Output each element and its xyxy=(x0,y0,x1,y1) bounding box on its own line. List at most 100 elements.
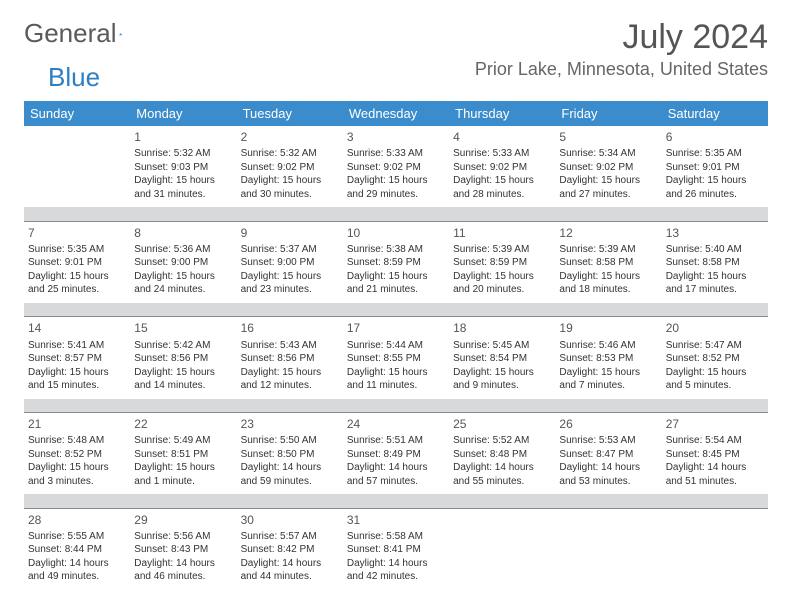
day-info-line: and 44 minutes. xyxy=(241,570,339,584)
day-number: 6 xyxy=(666,129,764,145)
day-info-line: Daylight: 15 hours xyxy=(241,366,339,380)
day-info-line: and 29 minutes. xyxy=(347,188,445,202)
day-number: 28 xyxy=(28,512,126,528)
day-cell: 13Sunrise: 5:40 AMSunset: 8:58 PMDayligh… xyxy=(662,221,768,303)
day-info-line: Sunrise: 5:44 AM xyxy=(347,339,445,353)
day-number: 1 xyxy=(134,129,232,145)
week-separator xyxy=(24,303,768,317)
day-info-line: Daylight: 15 hours xyxy=(559,270,657,284)
day-number: 15 xyxy=(134,320,232,336)
day-info-line: Sunrise: 5:35 AM xyxy=(666,147,764,161)
day-number: 26 xyxy=(559,416,657,432)
day-info-line: Sunset: 9:02 PM xyxy=(241,161,339,175)
day-info-line: Sunrise: 5:49 AM xyxy=(134,434,232,448)
day-info-line: and 49 minutes. xyxy=(28,570,126,584)
col-monday: Monday xyxy=(130,101,236,126)
day-info-line: Daylight: 15 hours xyxy=(453,174,551,188)
day-info-line: Daylight: 14 hours xyxy=(134,557,232,571)
day-info-line: Sunrise: 5:35 AM xyxy=(28,243,126,257)
day-info-line: and 30 minutes. xyxy=(241,188,339,202)
day-number: 17 xyxy=(347,320,445,336)
day-cell: 4Sunrise: 5:33 AMSunset: 9:02 PMDaylight… xyxy=(449,126,555,207)
logo-text-2: Blue xyxy=(48,62,100,93)
day-info-line: Sunset: 9:01 PM xyxy=(666,161,764,175)
day-number: 2 xyxy=(241,129,339,145)
day-info-line: Sunrise: 5:39 AM xyxy=(559,243,657,257)
day-info-line: Sunset: 8:56 PM xyxy=(241,352,339,366)
day-info-line: and 51 minutes. xyxy=(666,475,764,489)
day-info-line: Daylight: 15 hours xyxy=(347,174,445,188)
day-number: 24 xyxy=(347,416,445,432)
day-info-line: Daylight: 14 hours xyxy=(241,557,339,571)
day-info-line: Sunset: 9:00 PM xyxy=(241,256,339,270)
day-info-line: Sunrise: 5:41 AM xyxy=(28,339,126,353)
day-cell: 30Sunrise: 5:57 AMSunset: 8:42 PMDayligh… xyxy=(237,508,343,590)
day-info-line: Sunrise: 5:50 AM xyxy=(241,434,339,448)
day-info-line: Sunrise: 5:51 AM xyxy=(347,434,445,448)
day-info-line: Sunset: 8:54 PM xyxy=(453,352,551,366)
day-info-line: Sunset: 8:56 PM xyxy=(134,352,232,366)
week-row: 21Sunrise: 5:48 AMSunset: 8:52 PMDayligh… xyxy=(24,413,768,495)
day-info-line: Sunset: 8:45 PM xyxy=(666,448,764,462)
day-info-line: Sunset: 8:55 PM xyxy=(347,352,445,366)
logo-sail-icon xyxy=(119,25,123,43)
day-info-line: Daylight: 15 hours xyxy=(559,174,657,188)
day-info-line: and 9 minutes. xyxy=(453,379,551,393)
day-info-line: Sunset: 9:02 PM xyxy=(347,161,445,175)
day-header-row: Sunday Monday Tuesday Wednesday Thursday… xyxy=(24,101,768,126)
day-info-line: Daylight: 15 hours xyxy=(134,174,232,188)
day-cell: 31Sunrise: 5:58 AMSunset: 8:41 PMDayligh… xyxy=(343,508,449,590)
day-info-line: Sunrise: 5:42 AM xyxy=(134,339,232,353)
day-number: 27 xyxy=(666,416,764,432)
day-info-line: Sunrise: 5:33 AM xyxy=(453,147,551,161)
day-info-line: Sunrise: 5:55 AM xyxy=(28,530,126,544)
day-cell: 22Sunrise: 5:49 AMSunset: 8:51 PMDayligh… xyxy=(130,413,236,495)
day-info-line: Daylight: 15 hours xyxy=(134,270,232,284)
day-info-line: Sunrise: 5:37 AM xyxy=(241,243,339,257)
day-info-line: Daylight: 15 hours xyxy=(559,366,657,380)
day-info-line: Sunrise: 5:36 AM xyxy=(134,243,232,257)
day-info-line: Sunset: 8:43 PM xyxy=(134,543,232,557)
day-info-line: Sunset: 8:58 PM xyxy=(559,256,657,270)
day-info-line: Daylight: 15 hours xyxy=(241,270,339,284)
day-info-line: and 14 minutes. xyxy=(134,379,232,393)
day-info-line: Daylight: 14 hours xyxy=(559,461,657,475)
day-info-line: Sunrise: 5:47 AM xyxy=(666,339,764,353)
day-cell: 15Sunrise: 5:42 AMSunset: 8:56 PMDayligh… xyxy=(130,317,236,399)
day-cell: 3 Sunrise: 5:33 AMSunset: 9:02 PMDaylight… xyxy=(343,126,449,207)
day-cell xyxy=(555,508,661,590)
day-cell: 18Sunrise: 5:45 AMSunset: 8:54 PMDayligh… xyxy=(449,317,555,399)
day-info-line: Daylight: 14 hours xyxy=(666,461,764,475)
day-info-line: Sunrise: 5:33 AM xyxy=(347,147,445,161)
day-info-line: Sunrise: 5:46 AM xyxy=(559,339,657,353)
week-row: 7Sunrise: 5:35 AMSunset: 9:01 PMDaylight… xyxy=(24,221,768,303)
day-cell: 19Sunrise: 5:46 AMSunset: 8:53 PMDayligh… xyxy=(555,317,661,399)
day-info-line: Daylight: 14 hours xyxy=(28,557,126,571)
day-info-line: Sunset: 8:52 PM xyxy=(28,448,126,462)
day-cell xyxy=(24,126,130,207)
day-number: 22 xyxy=(134,416,232,432)
day-info-line: Sunset: 9:03 PM xyxy=(134,161,232,175)
day-info-line: Sunrise: 5:54 AM xyxy=(666,434,764,448)
day-cell: 16Sunrise: 5:43 AMSunset: 8:56 PMDayligh… xyxy=(237,317,343,399)
day-info-line: Sunrise: 5:34 AM xyxy=(559,147,657,161)
day-info-line: Daylight: 15 hours xyxy=(28,461,126,475)
day-info-line: Sunset: 8:48 PM xyxy=(453,448,551,462)
day-cell: 26Sunrise: 5:53 AMSunset: 8:47 PMDayligh… xyxy=(555,413,661,495)
day-info-line: Sunset: 9:02 PM xyxy=(559,161,657,175)
day-info-line: and 11 minutes. xyxy=(347,379,445,393)
day-number: 16 xyxy=(241,320,339,336)
day-info-line: Daylight: 14 hours xyxy=(347,557,445,571)
day-number: 12 xyxy=(559,225,657,241)
day-number: 29 xyxy=(134,512,232,528)
col-tuesday: Tuesday xyxy=(237,101,343,126)
week-row: 1Sunrise: 5:32 AMSunset: 9:03 PMDaylight… xyxy=(24,126,768,207)
day-number: 3 xyxy=(347,129,445,145)
day-info-line: Sunset: 8:50 PM xyxy=(241,448,339,462)
day-cell: 12 Sunrise: 5:39 AMSunset: 8:58 PMDayligh… xyxy=(555,221,661,303)
day-info-line: Daylight: 15 hours xyxy=(453,270,551,284)
day-info-line: Sunrise: 5:38 AM xyxy=(347,243,445,257)
day-info-line: Sunrise: 5:32 AM xyxy=(134,147,232,161)
day-info-line: Sunset: 9:02 PM xyxy=(453,161,551,175)
day-cell: 9Sunrise: 5:37 AMSunset: 9:00 PMDaylight… xyxy=(237,221,343,303)
